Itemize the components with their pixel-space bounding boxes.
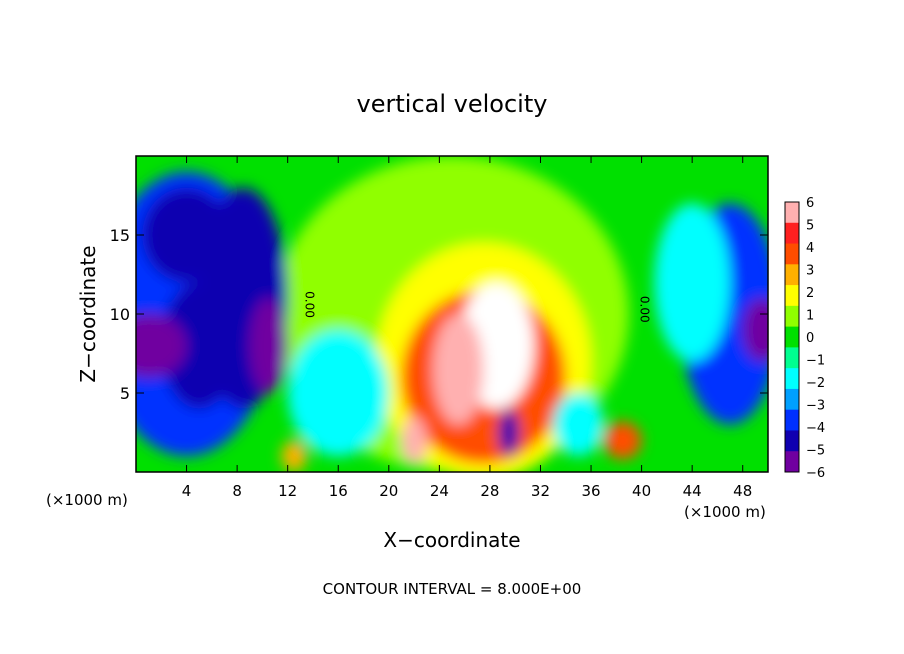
- x-unit-left: (×1000 m): [46, 491, 128, 509]
- x-tick-label-2: 12: [278, 482, 297, 500]
- colorbar-label-3: 3: [806, 264, 814, 279]
- colorbar-label-4: 2: [806, 286, 814, 301]
- colorbar-swatch-5: [785, 305, 799, 328]
- colorbar-label-12: −6: [806, 466, 825, 481]
- colorbar-label-2: 4: [806, 241, 814, 256]
- colorbar-swatch-0: [785, 202, 799, 224]
- field-region-10: [136, 314, 187, 378]
- x-tick-label-9: 40: [632, 482, 651, 500]
- plot-area: 0.00 0.00: [136, 156, 768, 472]
- colorbar-label-5: 1: [806, 309, 814, 324]
- contour-interval-footer: CONTOUR INTERVAL = 8.000E+00: [323, 580, 582, 598]
- field-region-6: [603, 421, 642, 460]
- x-tick-label-0: 4: [182, 482, 192, 500]
- x-axis-label: X−coordinate: [383, 528, 520, 552]
- colorbar-swatch-9: [785, 388, 799, 411]
- field-region-17: [287, 329, 389, 457]
- field-region-5: [498, 408, 519, 457]
- colorbar-label-7: −1: [806, 354, 825, 369]
- field-region-16: [654, 203, 731, 362]
- colorbar-swatch-1: [785, 222, 799, 245]
- field-region-12: [249, 298, 288, 393]
- colorbar-swatch-8: [785, 368, 799, 390]
- colorbar-label-1: 5: [806, 219, 814, 234]
- x-tick-label-1: 8: [232, 482, 242, 500]
- x-tick-label-5: 24: [430, 482, 449, 500]
- colorbar-label-0: 6: [806, 196, 814, 211]
- y-tick-label-0: 5: [120, 384, 130, 403]
- field-region-18: [281, 440, 307, 472]
- contour-label-1: 0.00: [637, 296, 651, 323]
- colorbar-frame: [784, 201, 800, 473]
- colorbar-swatch-3: [785, 264, 799, 286]
- x-tick-label-7: 32: [531, 482, 550, 500]
- y-tick-label-2: 15: [110, 226, 130, 245]
- colorbar-label-8: −2: [806, 376, 825, 391]
- colorbar-swatch-6: [785, 326, 799, 348]
- x-tick-label-8: 36: [581, 482, 600, 500]
- x-tick-label-11: 48: [733, 482, 752, 500]
- colorbar-swatch-2: [785, 243, 799, 265]
- field-region-15: [742, 298, 768, 362]
- field-region-19: [553, 393, 604, 457]
- x-tick-label-6: 28: [480, 482, 499, 500]
- field-region-7: [401, 416, 427, 465]
- colorbar: 6 5 4 3 2 1 0 −1 −2 −3 −4 −5 −6: [784, 196, 825, 481]
- y-axis-ticks: 5 10 15: [110, 226, 768, 403]
- x-unit-right: (×1000 m): [684, 503, 766, 521]
- x-tick-label-4: 20: [379, 482, 398, 500]
- x-tick-label-10: 44: [683, 482, 702, 500]
- colorbar-swatch-7: [785, 347, 799, 369]
- x-axis-ticks: 4 8 12 16 20 24 28 32 36 40 44 48: [182, 156, 752, 500]
- y-axis-label: Z−coordinate: [76, 245, 100, 382]
- colorbar-swatch-11: [785, 430, 799, 452]
- colorbar-label-10: −4: [806, 421, 825, 436]
- x-tick-label-3: 16: [329, 482, 348, 500]
- colorbar-swatch-10: [785, 409, 799, 431]
- colorbar-label-6: 0: [806, 331, 814, 346]
- chart-title: vertical velocity: [357, 90, 548, 118]
- field-region-13: [142, 187, 231, 283]
- colorbar-swatch-4: [785, 285, 799, 307]
- y-tick-label-1: 10: [110, 305, 130, 324]
- colorbar-label-11: −5: [806, 444, 825, 459]
- colorbar-swatch-12: [785, 451, 799, 473]
- colorbar-label-9: −3: [806, 399, 825, 414]
- field-region-4: [433, 314, 484, 425]
- contour-label-0: 0.00: [302, 291, 316, 318]
